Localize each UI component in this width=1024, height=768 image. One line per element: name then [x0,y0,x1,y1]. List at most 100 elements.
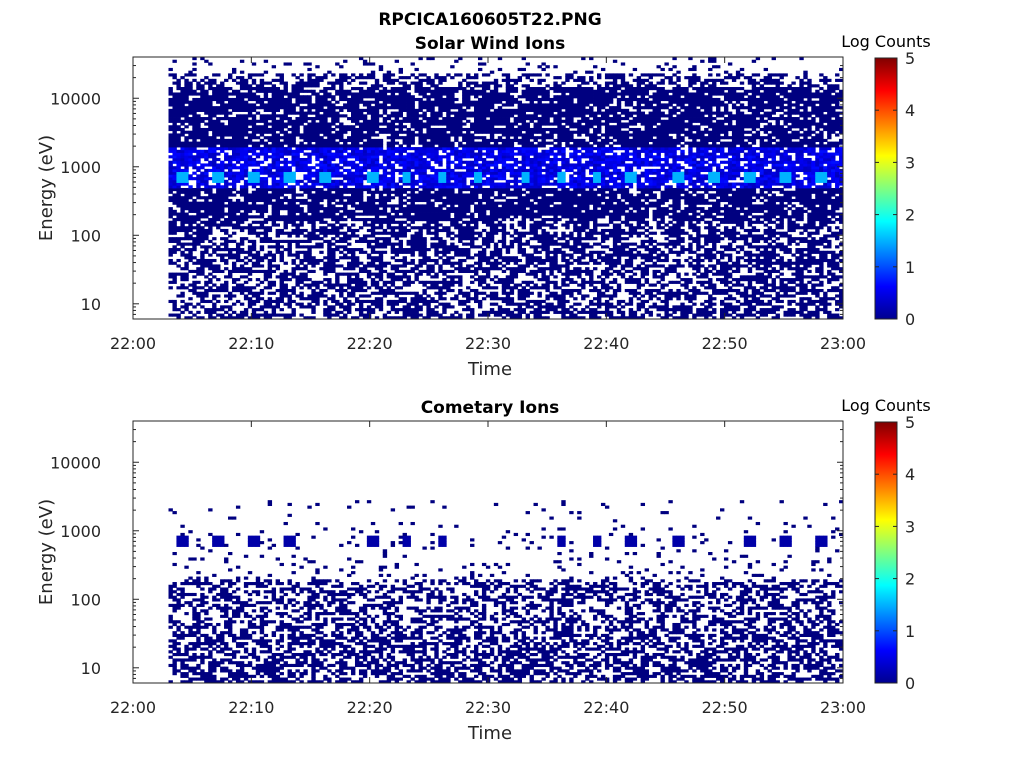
heatmap-cell [446,174,451,178]
heatmap-cell [418,253,423,257]
heatmap-cell [303,130,308,134]
heatmap-cell [311,103,316,107]
heatmap-cell [216,125,221,129]
heatmap-cell [442,261,447,265]
heatmap-cell [243,308,249,312]
heatmap-cell [271,103,277,107]
heatmap-cell [323,160,328,164]
heatmap-cell [454,220,459,224]
heatmap-cell [255,89,261,93]
heatmap-cell [188,81,193,85]
heatmap-cell [239,97,245,102]
heatmap-cell [263,220,269,224]
heatmap-cell [331,97,336,102]
heatmap-cell [418,97,423,102]
heatmap-cell [434,111,439,115]
heatmap-cell [208,103,213,107]
heatmap-cell [315,103,320,107]
heatmap-cell [184,278,189,282]
heatmap-cell [327,228,332,233]
heatmap-cell [462,177,467,181]
heatmap-cell [434,149,439,153]
heatmap-cell [259,160,265,164]
heatmap-cell [414,147,419,151]
heatmap-cell [339,97,344,102]
heatmap-cell [398,87,403,91]
heatmap-cell [168,155,173,159]
heatmap-cell [247,106,253,110]
heatmap-cell [263,95,269,99]
heatmap-cell [331,136,336,140]
heatmap-cell [339,237,344,241]
heatmap-cell [438,297,443,301]
heatmap-cell [331,209,336,213]
heatmap-cell [362,149,368,153]
heatmap-cell [196,117,201,121]
heatmap-cell [196,280,201,284]
heatmap-cell [315,177,320,181]
heatmap-cell [307,207,312,211]
heatmap-cell [327,308,332,312]
heatmap-cell [462,87,467,91]
heatmap-cell [180,155,185,159]
heatmap-cell [366,177,372,181]
heatmap-cell [406,136,411,140]
heatmap-cell [462,78,467,82]
heatmap-cell [295,267,300,271]
heatmap-cell [366,305,372,309]
heatmap-cell [339,136,344,140]
heatmap-cell [263,302,269,306]
heatmap-cell [188,149,193,153]
heatmap-cell [311,204,316,208]
heatmap-cell [477,313,483,317]
heatmap-cell [172,155,177,159]
heatmap-cell [271,313,277,317]
heatmap-cell [184,166,189,170]
heatmap-cell [343,188,348,192]
heatmap-cell [370,138,376,143]
heatmap-cell [231,201,237,205]
heatmap-cell [267,286,273,290]
heatmap-cell [279,190,284,194]
heatmap-cell [390,185,396,189]
heatmap-cell [176,179,181,183]
heatmap-cell [224,185,229,189]
heatmap-cell [212,258,217,263]
heatmap-cell [228,215,233,219]
heatmap-cell [216,117,221,121]
heatmap-cell [358,299,364,304]
heatmap-cell [410,141,415,145]
heatmap-cell [307,245,312,249]
heatmap-cell [458,157,463,162]
heatmap-cell [275,193,280,197]
heatmap-cell [362,239,368,243]
heatmap-cell [327,133,332,137]
heatmap-cell [307,171,312,175]
heatmap-cell [398,111,403,115]
heatmap-cell [339,302,344,306]
heatmap-cell [422,193,427,197]
heatmap-cell [474,100,479,104]
heatmap-cell [450,297,455,301]
heatmap-cell [398,171,403,175]
heatmap-cell [263,130,269,134]
heatmap-cell [291,269,296,274]
heatmap-cell [216,147,221,151]
heatmap-cell [228,133,233,137]
heatmap-cell [184,231,189,235]
heatmap-cell [275,245,280,249]
heatmap-cell [319,228,324,233]
heatmap-cell [470,256,475,260]
heatmap-cell [470,100,475,104]
heatmap-cell [414,193,419,197]
heatmap-cell [239,250,245,254]
heatmap-cell [335,234,340,238]
heatmap-cell [374,182,380,186]
heatmap-cell [394,308,400,312]
heatmap-cell [351,163,356,167]
heatmap-cell [239,302,245,306]
heatmap-cell [231,209,237,213]
heatmap-cell [216,168,221,173]
heatmap-cell [243,141,249,145]
heatmap-cell [287,198,292,203]
